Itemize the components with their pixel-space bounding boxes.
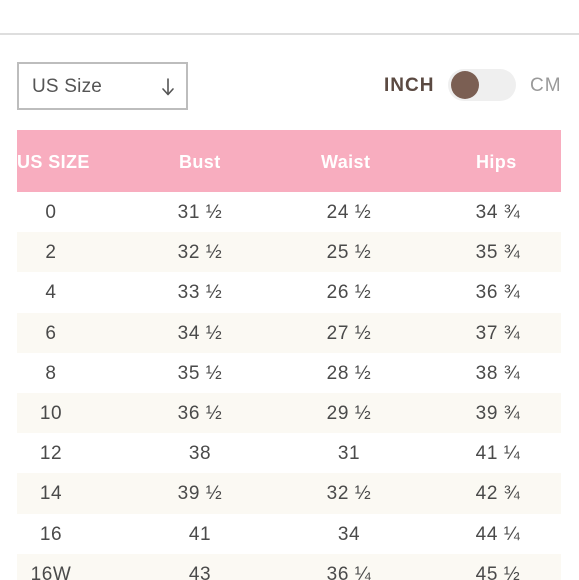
- cell-bust: 34 ½: [177, 322, 223, 344]
- cell-waist: 36 ¼: [326, 563, 372, 580]
- cell-size: 0: [45, 202, 57, 223]
- size-system-select[interactable]: US Size: [17, 62, 188, 110]
- unit-label-inch[interactable]: INCH: [384, 75, 435, 96]
- table-row: 0 31 ½ 24 ½ 34 ¾: [17, 192, 561, 232]
- cell-waist: 32 ½: [326, 483, 372, 505]
- size-table: US SIZE Bust Waist Hips 0 31 ½ 24 ½ 34 ¾…: [17, 130, 561, 580]
- arrow-down-icon: [162, 78, 174, 96]
- column-header-hips: Hips: [476, 152, 517, 172]
- cell-waist: 25 ½: [326, 242, 372, 264]
- cell-waist: 27 ½: [326, 322, 372, 344]
- cell-size: 4: [45, 282, 57, 304]
- cell-bust: 41: [188, 523, 212, 545]
- table-row: 10 36 ½ 29 ½ 39 ¾: [17, 392, 561, 434]
- cell-hips: 35 ¾: [475, 242, 521, 264]
- cell-waist: 31: [337, 443, 361, 465]
- cell-hips: 45 ½: [475, 563, 521, 580]
- cell-hips: 44 ¼: [475, 523, 521, 545]
- cell-hips: 37 ¾: [475, 322, 521, 344]
- cell-bust: 33 ½: [177, 282, 223, 304]
- cell-bust: 35 ½: [177, 362, 223, 384]
- table-row: 12 38 31 41 ¼: [17, 433, 561, 473]
- cell-size: 10: [39, 402, 63, 424]
- cell-bust: 43: [188, 563, 212, 580]
- header-divider: [0, 33, 579, 35]
- cell-size: 16: [39, 523, 63, 545]
- table-row: 6 34 ½ 27 ½ 37 ¾: [17, 312, 561, 353]
- cell-size: 8: [45, 362, 57, 384]
- cell-waist: 29 ½: [326, 402, 372, 424]
- cell-size: 16W: [30, 563, 72, 580]
- table-row: 16W 43 36 ¼ 45 ½: [17, 553, 561, 580]
- cell-waist: 28 ½: [326, 362, 372, 384]
- column-header-bust: Bust: [179, 152, 221, 172]
- close-icon[interactable]: [523, 0, 553, 8]
- column-header-waist: Waist: [321, 152, 371, 172]
- cell-bust: 38: [188, 443, 212, 465]
- cell-hips: 38 ¾: [475, 362, 521, 384]
- unit-label-cm[interactable]: CM: [530, 75, 562, 96]
- cell-hips: 41 ¼: [475, 443, 521, 465]
- cell-size: 2: [45, 242, 57, 264]
- cell-size: 12: [39, 443, 63, 465]
- cell-bust: 36 ½: [177, 402, 223, 424]
- cell-bust: 39 ½: [177, 483, 223, 505]
- table-row: 14 39 ½ 32 ½ 42 ¾: [17, 473, 561, 514]
- cell-size: 14: [39, 483, 63, 505]
- cell-bust: 32 ½: [177, 242, 223, 264]
- table-row: 16 41 34 44 ¼: [17, 514, 561, 554]
- cell-bust: 31 ½: [177, 202, 223, 223]
- cell-hips: 36 ¾: [475, 282, 521, 304]
- cell-waist: 24 ½: [326, 202, 372, 223]
- unit-toggle[interactable]: [448, 69, 516, 101]
- cell-size: 6: [45, 322, 57, 344]
- table-row: 2 32 ½ 25 ½ 35 ¾: [17, 232, 561, 273]
- cell-waist: 26 ½: [326, 282, 372, 304]
- cell-waist: 34: [337, 523, 361, 545]
- table-row: 8 35 ½ 28 ½ 38 ¾: [17, 353, 561, 393]
- cell-hips: 42 ¾: [475, 483, 521, 505]
- table-header-row: US SIZE Bust Waist Hips: [17, 130, 561, 192]
- cell-hips: 39 ¾: [475, 402, 521, 424]
- column-header-us-size: US SIZE: [17, 152, 90, 172]
- size-select-value: US Size: [32, 76, 103, 97]
- cell-hips: 34 ¾: [475, 202, 521, 223]
- toggle-knob: [451, 71, 479, 99]
- table-row: 4 33 ½ 26 ½ 36 ¾: [17, 272, 561, 312]
